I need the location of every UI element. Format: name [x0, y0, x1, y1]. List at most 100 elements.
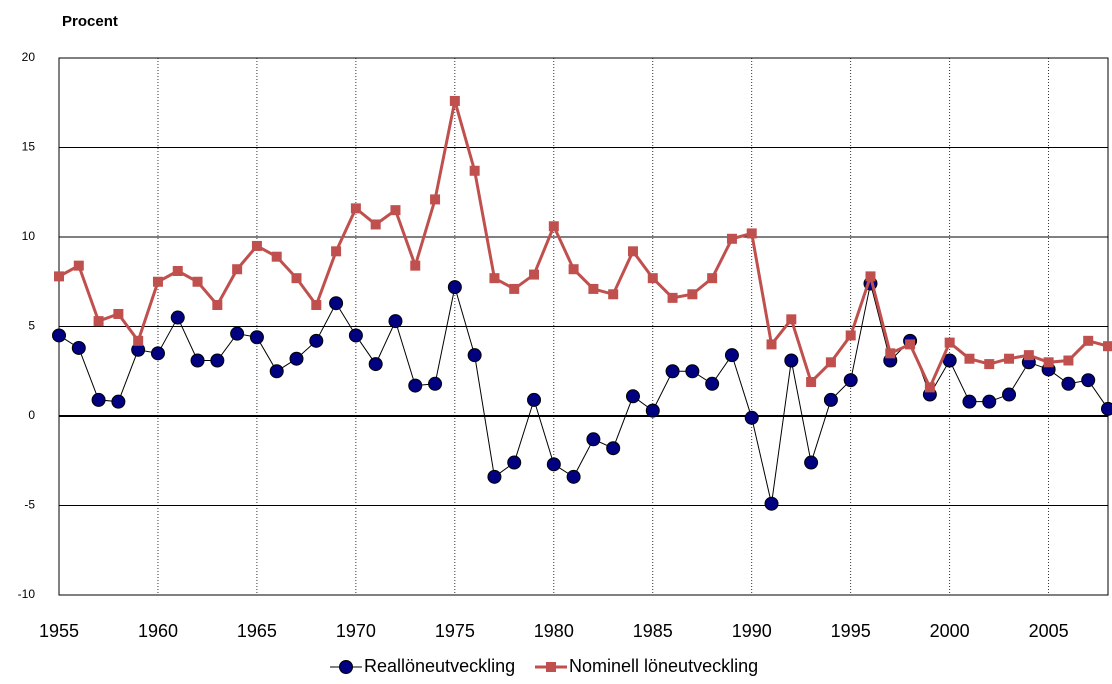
point [546, 457, 561, 472]
point [388, 314, 403, 329]
legend-marker [546, 662, 556, 672]
point [984, 359, 995, 370]
point [410, 260, 421, 271]
point [73, 260, 84, 271]
point [548, 221, 559, 232]
point [764, 496, 779, 511]
point [707, 273, 718, 284]
point [172, 266, 183, 277]
point [726, 233, 737, 244]
y-tick-label: -10 [18, 587, 36, 601]
point [527, 392, 542, 407]
point [54, 271, 64, 282]
legend-label: Nominell löneutveckling [569, 656, 758, 676]
point [509, 283, 520, 294]
point [309, 333, 324, 348]
x-tick-label: 1975 [435, 621, 475, 641]
point [625, 389, 640, 404]
point [608, 289, 619, 300]
point [1081, 373, 1096, 388]
x-tick-label: 1960 [138, 621, 178, 641]
point [746, 228, 757, 239]
point [804, 455, 819, 470]
point [507, 455, 522, 470]
point [269, 364, 284, 379]
point [350, 203, 361, 214]
y-tick-label: 15 [22, 140, 36, 154]
point [212, 300, 223, 311]
point [467, 348, 482, 363]
point [962, 394, 977, 409]
point [447, 280, 462, 295]
point [52, 328, 66, 343]
point [449, 95, 460, 106]
point [924, 382, 935, 393]
point [289, 351, 304, 366]
point [91, 392, 106, 407]
point [428, 376, 443, 391]
point [627, 246, 638, 257]
point [232, 264, 243, 275]
point [249, 330, 264, 345]
point [744, 410, 759, 425]
point [606, 441, 621, 456]
point [982, 394, 997, 409]
point [271, 251, 282, 262]
point [311, 300, 322, 311]
y-tick-label: 0 [28, 408, 35, 422]
point [647, 273, 658, 284]
point [210, 353, 225, 368]
point [885, 348, 896, 359]
point [111, 394, 126, 409]
point [1004, 353, 1015, 364]
point [845, 330, 856, 341]
point [529, 269, 540, 280]
point [1083, 335, 1094, 346]
point [1101, 401, 1112, 416]
point [687, 289, 698, 300]
chart-title: Procent [62, 13, 118, 30]
point [566, 469, 581, 484]
point [192, 276, 203, 287]
point [1023, 350, 1034, 361]
point [251, 240, 262, 251]
point [113, 308, 124, 319]
point [487, 469, 502, 484]
point [150, 346, 165, 361]
point [329, 296, 344, 311]
point [645, 403, 660, 418]
point [370, 219, 381, 230]
point [469, 165, 480, 176]
y-tick-label: 20 [22, 50, 36, 64]
point [430, 194, 441, 205]
point [685, 364, 700, 379]
y-tick-label: 10 [22, 229, 36, 243]
x-tick-label: 2005 [1029, 621, 1069, 641]
point [786, 314, 797, 325]
point [724, 348, 739, 363]
point [93, 316, 104, 327]
x-tick-label: 1965 [237, 621, 277, 641]
x-tick-label: 1995 [831, 621, 871, 641]
point [843, 373, 858, 388]
point [905, 339, 916, 350]
point [1061, 376, 1076, 391]
point [865, 271, 876, 282]
point [705, 376, 720, 391]
point [133, 335, 144, 346]
legend-label: Reallöneutveckling [364, 656, 515, 676]
x-tick-label: 1970 [336, 621, 376, 641]
point [230, 326, 245, 341]
point [1103, 341, 1112, 352]
point [1043, 357, 1054, 368]
point [170, 310, 185, 325]
point [588, 283, 599, 294]
y-tick-label: 5 [28, 319, 35, 333]
point [823, 392, 838, 407]
point [190, 353, 205, 368]
point [489, 273, 500, 284]
point [291, 273, 302, 284]
x-tick-label: 1985 [633, 621, 673, 641]
x-tick-label: 1980 [534, 621, 574, 641]
